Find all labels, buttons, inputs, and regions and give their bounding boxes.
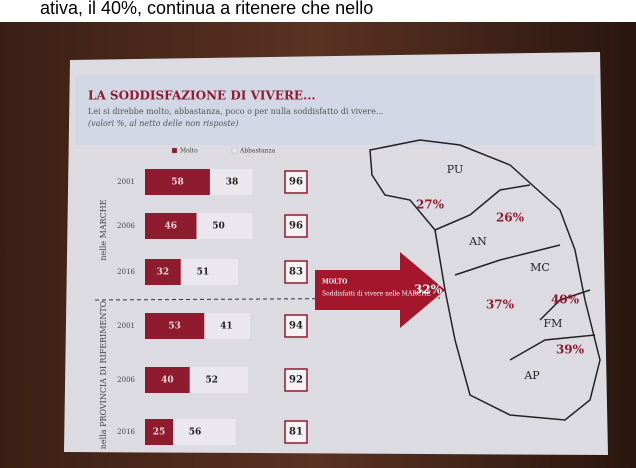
y-tick-label: 2006 bbox=[117, 376, 135, 384]
total-label: 92 bbox=[289, 375, 303, 386]
legend-swatch bbox=[232, 148, 237, 153]
region-name: MC bbox=[530, 261, 550, 274]
data-label: 38 bbox=[226, 178, 239, 188]
note: (valori %, al netto delle non risposte) bbox=[88, 119, 238, 128]
y-tick-label: 2016 bbox=[117, 268, 135, 276]
y-tick-label: 2001 bbox=[117, 178, 135, 186]
data-label: 25 bbox=[153, 428, 166, 438]
total-label: 83 bbox=[289, 267, 303, 278]
data-label: 51 bbox=[197, 268, 210, 278]
title: LA SODDISFAZIONE DI VIVERE... bbox=[88, 89, 316, 103]
callout-label: MOLTO bbox=[322, 279, 347, 286]
caption: ativa, il 40%, continua a ritenere che n… bbox=[40, 0, 373, 18]
photo: ativa, il 40%, continua a ritenere che n… bbox=[0, 0, 636, 468]
region-value: 37% bbox=[486, 298, 515, 312]
data-label: 40 bbox=[161, 376, 174, 386]
region-value: 26% bbox=[496, 211, 525, 225]
total-label: 94 bbox=[289, 321, 303, 332]
data-label: 56 bbox=[189, 428, 202, 438]
legend-label: Molto bbox=[180, 148, 198, 155]
region-name: AP bbox=[523, 369, 540, 382]
callout-value: 32% bbox=[414, 283, 443, 297]
y-tick-label: 2001 bbox=[117, 322, 135, 330]
bar-segment bbox=[173, 419, 236, 445]
region-name: AN bbox=[468, 235, 487, 248]
y-tick-label: 2006 bbox=[117, 222, 135, 230]
total-label: 81 bbox=[289, 427, 303, 438]
group-label: nelle MARCHE bbox=[99, 199, 108, 260]
region-name: PU bbox=[447, 163, 463, 176]
data-label: 46 bbox=[164, 222, 177, 232]
y-tick-label: 2016 bbox=[117, 428, 135, 436]
data-label: 41 bbox=[220, 322, 233, 332]
region-value: 27% bbox=[416, 198, 445, 212]
total-label: 96 bbox=[289, 177, 303, 188]
data-label: 53 bbox=[168, 322, 181, 332]
legend-swatch bbox=[172, 148, 177, 153]
total-label: 96 bbox=[289, 221, 303, 232]
data-label: 50 bbox=[212, 222, 225, 232]
bar-segment bbox=[181, 259, 238, 285]
region-value: 40% bbox=[551, 293, 580, 307]
data-label: 32 bbox=[157, 268, 170, 278]
data-label: 52 bbox=[206, 376, 219, 386]
page: ativa, il 40%, continua a ritenere che n… bbox=[0, 0, 636, 468]
bar-segment bbox=[190, 367, 248, 393]
region-name: FM bbox=[544, 317, 563, 330]
data-label: 58 bbox=[171, 178, 184, 188]
region-value: 39% bbox=[556, 343, 585, 357]
group-label: nella PROVINCIA DI RIFERIMENTO bbox=[99, 300, 108, 449]
subtitle: Lei si direbbe molto, abbastanza, poco o… bbox=[88, 107, 383, 116]
legend-label: Abbastanza bbox=[239, 148, 276, 155]
